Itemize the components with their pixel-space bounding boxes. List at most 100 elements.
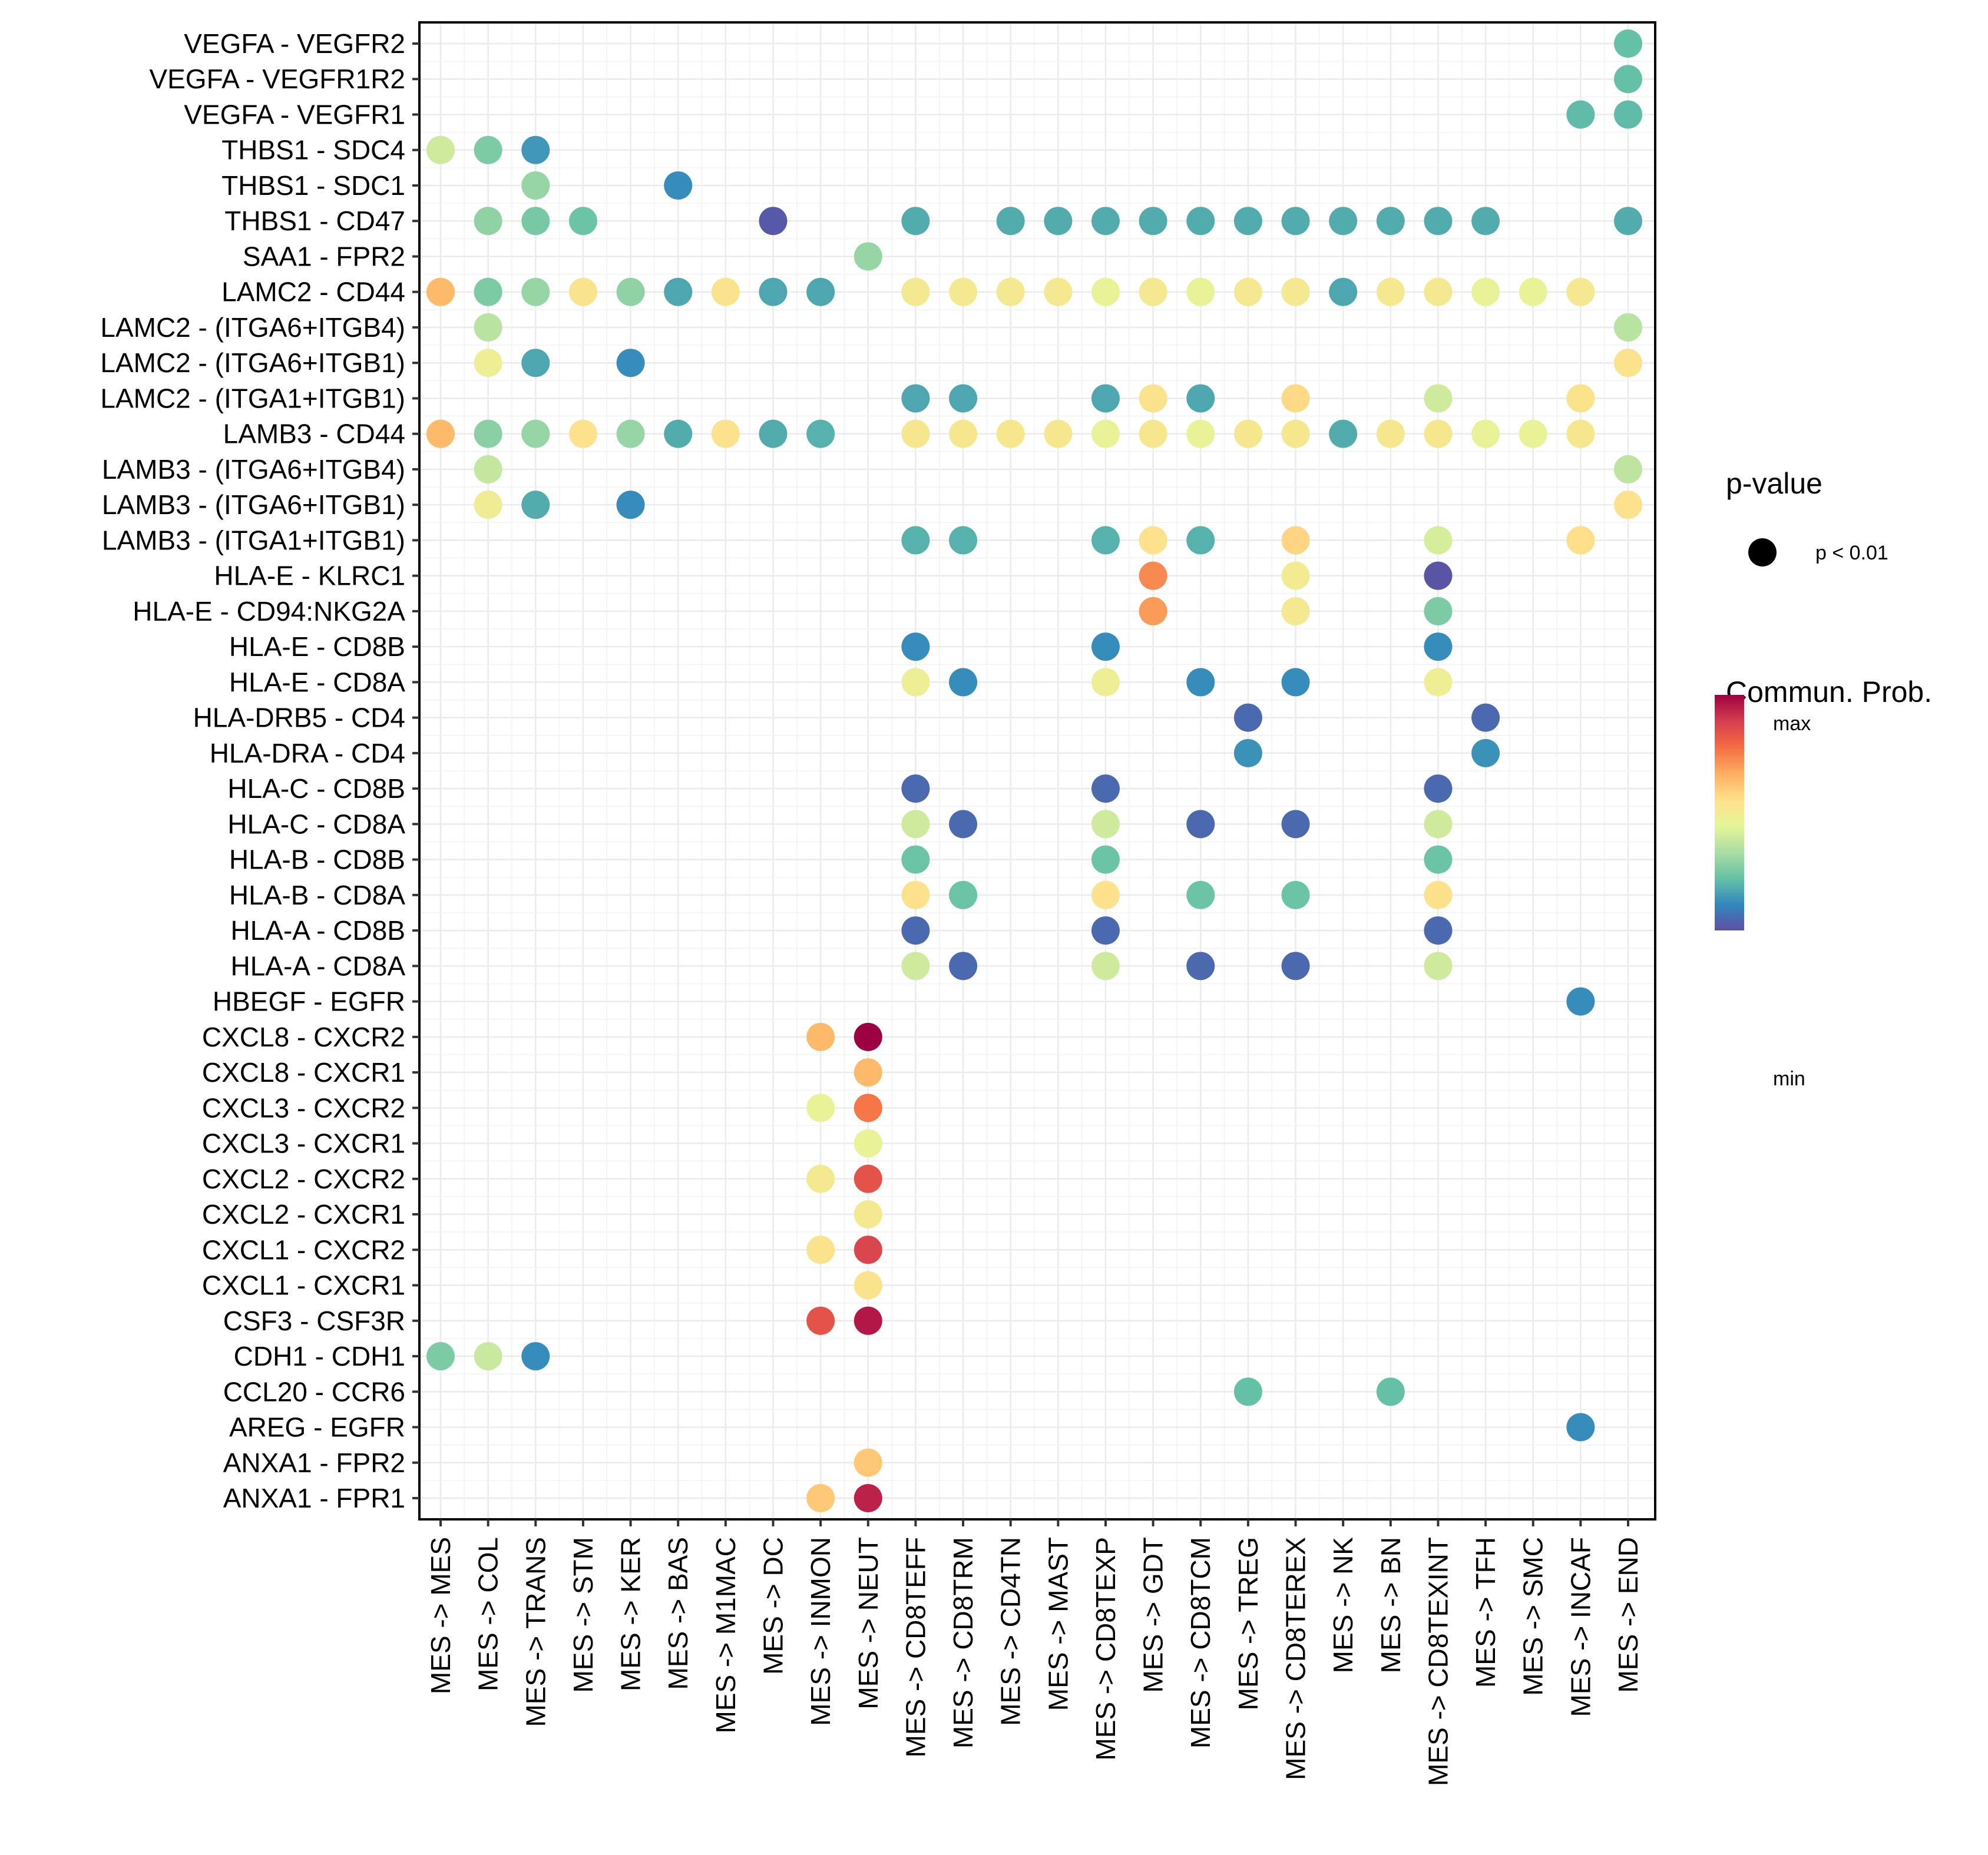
data-point	[521, 419, 550, 448]
data-point	[854, 1271, 882, 1300]
data-point	[1044, 277, 1073, 306]
y-tick-label: CXCL2 - CXCR1	[202, 1199, 405, 1230]
data-point	[1091, 810, 1120, 839]
x-tick-label: MES -> CD8TEXINT	[1423, 1537, 1453, 1786]
data-point	[996, 277, 1025, 306]
data-point	[1424, 845, 1453, 874]
x-tick-label: MES -> CD4TN	[995, 1537, 1026, 1726]
data-point	[1424, 561, 1453, 590]
data-point	[1281, 880, 1310, 909]
data-point	[854, 1164, 882, 1193]
y-tick-label: HLA-DRB5 - CD4	[193, 703, 405, 733]
y-tick-label: HLA-E - CD8A	[229, 667, 405, 697]
legend-size-label: p < 0.01	[1815, 542, 1888, 564]
y-tick-label: HLA-A - CD8B	[230, 915, 405, 946]
data-point	[854, 1306, 882, 1335]
data-point	[1471, 419, 1500, 448]
data-point	[1614, 65, 1642, 94]
data-point	[1614, 29, 1642, 58]
data-point	[1139, 597, 1167, 625]
y-tick-label: CDH1 - CDH1	[234, 1341, 405, 1372]
x-tick-label: MES -> GDT	[1138, 1537, 1169, 1693]
data-point	[1471, 207, 1500, 236]
data-point	[1614, 313, 1642, 342]
data-point	[1281, 384, 1310, 413]
data-point	[1091, 916, 1120, 945]
data-point	[1424, 597, 1453, 625]
data-point	[1044, 419, 1073, 448]
y-tick-label: THBS1 - CD47	[224, 206, 405, 236]
data-point	[474, 207, 502, 236]
x-tick-label: MES -> TRANS	[520, 1537, 551, 1727]
y-tick-label: LAMC2 - (ITGA1+ITGB1)	[100, 383, 405, 413]
data-point	[1281, 952, 1310, 980]
data-point	[854, 242, 882, 271]
x-tick-label: MES -> DC	[758, 1537, 788, 1675]
data-point	[996, 419, 1025, 448]
data-point	[1091, 207, 1120, 236]
grid-lines	[419, 22, 1655, 1519]
data-point	[949, 880, 978, 909]
data-point	[901, 668, 930, 697]
x-tick-label: MES -> NK	[1328, 1537, 1358, 1674]
data-point	[1233, 277, 1262, 306]
x-tick-label: MES -> STM	[568, 1537, 598, 1693]
data-point	[1424, 419, 1453, 448]
data-point	[1139, 207, 1167, 236]
colorbar	[1715, 695, 1744, 930]
y-tick-label: VEGFA - VEGFR1R2	[149, 64, 405, 94]
data-point	[616, 349, 645, 377]
y-tick-label: CCL20 - CCR6	[223, 1376, 405, 1407]
data-point	[1139, 277, 1167, 306]
data-point	[759, 277, 788, 306]
data-point	[806, 1306, 835, 1335]
data-point	[1139, 561, 1167, 590]
y-tick-label: HLA-C - CD8B	[227, 773, 405, 804]
data-point	[901, 419, 930, 448]
y-tick-label: HBEGF - EGFR	[213, 986, 405, 1017]
x-tick-label: MES -> MES	[425, 1537, 456, 1694]
data-point	[1566, 100, 1595, 129]
data-point	[1186, 419, 1215, 448]
y-tick-label: CXCL3 - CXCR1	[202, 1128, 405, 1159]
data-point	[1566, 419, 1595, 448]
data-point	[949, 952, 978, 980]
y-tick-label: HLA-C - CD8A	[227, 809, 405, 839]
y-tick-label: LAMB3 - (ITGA6+ITGB4)	[102, 454, 405, 485]
data-point	[854, 1484, 882, 1512]
data-point	[1424, 916, 1453, 945]
x-tick-label: MES -> TREG	[1233, 1537, 1263, 1710]
y-tick-label: LAMB3 - (ITGA1+ITGB1)	[102, 525, 405, 555]
y-tick-label: HLA-E - KLRC1	[214, 561, 405, 591]
x-tick-label: MES -> CD8TRM	[948, 1537, 978, 1748]
data-point	[901, 880, 930, 909]
colorbar-min-label: min	[1773, 1068, 1805, 1090]
y-tick-label: CSF3 - CSF3R	[223, 1306, 405, 1336]
data-point	[854, 1058, 882, 1087]
data-point	[949, 810, 978, 839]
y-tick-label: VEGFA - VEGFR2	[184, 28, 405, 59]
data-point	[806, 1094, 835, 1122]
data-point	[1091, 952, 1120, 980]
data-point	[1614, 455, 1642, 483]
data-point	[521, 1342, 550, 1371]
data-point	[901, 632, 930, 661]
x-tick-label: MES -> BN	[1375, 1537, 1406, 1673]
data-point	[616, 419, 645, 448]
data-point	[1566, 277, 1595, 306]
data-point	[1233, 703, 1262, 732]
data-point	[854, 1200, 882, 1229]
data-point	[568, 419, 597, 448]
data-point	[1424, 384, 1453, 413]
data-point	[521, 277, 550, 306]
data-point	[1424, 526, 1453, 555]
data-point	[1281, 526, 1310, 555]
y-tick-label: CXCL3 - CXCR2	[202, 1092, 405, 1123]
x-tick-label: MES -> NEUT	[853, 1537, 884, 1710]
data-point	[1614, 207, 1642, 236]
data-point	[426, 277, 455, 306]
data-point	[1471, 277, 1500, 306]
data-point	[474, 313, 502, 342]
y-tick-label: LAMC2 - (ITGA6+ITGB4)	[100, 312, 405, 343]
data-point	[1614, 100, 1642, 129]
